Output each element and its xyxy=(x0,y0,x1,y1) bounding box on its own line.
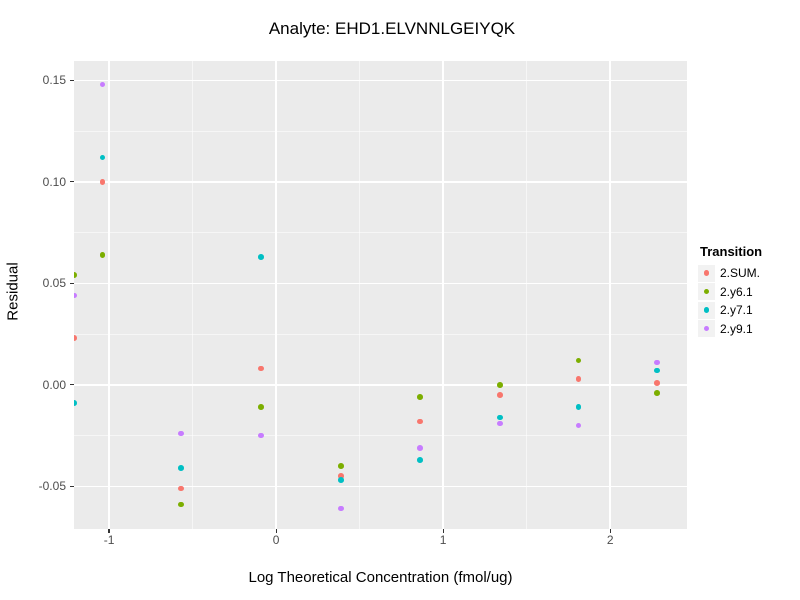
data-point xyxy=(654,380,660,386)
data-point xyxy=(74,335,77,341)
legend-items: 2.SUM. 2.y6.1 2.y7.1 2.y9.1 xyxy=(698,264,762,338)
data-point xyxy=(497,382,503,388)
data-point xyxy=(416,418,423,425)
legend-item: 2.y9.1 xyxy=(698,320,762,338)
gridline-major-horizontal xyxy=(74,79,687,82)
legend: Transition 2.SUM. 2.y6.1 2.y7.1 2.y9.1 xyxy=(698,244,762,338)
x-tick-label: 0 xyxy=(272,533,280,547)
data-point xyxy=(416,394,423,400)
legend-key-dot xyxy=(703,307,710,313)
data-point xyxy=(338,473,345,479)
x-tick-mark xyxy=(275,529,277,533)
gridline-minor-horizontal xyxy=(74,333,687,335)
legend-key xyxy=(698,283,715,300)
gridline-minor-vertical xyxy=(359,61,361,529)
gridline-major-horizontal xyxy=(74,282,687,285)
data-point xyxy=(178,501,184,508)
gridline-minor-vertical xyxy=(192,61,194,529)
y-tick-mark xyxy=(70,485,74,487)
data-point xyxy=(74,400,77,406)
legend-key xyxy=(698,264,715,282)
data-point xyxy=(575,375,582,382)
gridline-minor-horizontal xyxy=(74,435,687,437)
data-point xyxy=(416,444,423,451)
x-tick-label: 2 xyxy=(606,533,614,547)
plot-panel xyxy=(74,61,687,529)
data-point xyxy=(497,420,503,427)
data-point xyxy=(338,505,345,512)
y-tick-label: 0.00 xyxy=(42,377,66,392)
y-tick-mark xyxy=(70,384,74,386)
y-tick-label: 0.05 xyxy=(42,276,66,291)
data-point xyxy=(338,463,345,469)
gridline-major-horizontal xyxy=(74,384,687,386)
legend-key-dot xyxy=(703,325,710,332)
x-tick-mark xyxy=(442,529,444,533)
gridline-major-vertical xyxy=(442,61,444,529)
data-point xyxy=(178,485,184,492)
data-point xyxy=(654,367,660,374)
data-point xyxy=(99,154,106,161)
legend-item: 2.y6.1 xyxy=(698,283,762,301)
data-point xyxy=(258,365,264,372)
data-point xyxy=(99,252,106,258)
y-tick-label: 0.15 xyxy=(42,73,66,88)
x-tick-label: -1 xyxy=(103,533,115,547)
data-point xyxy=(74,272,77,278)
legend-item-label: 2.y7.1 xyxy=(720,303,753,317)
gridline-major-vertical xyxy=(609,61,611,529)
gridline-major-horizontal xyxy=(74,181,687,183)
y-tick-label: 0.10 xyxy=(42,174,66,189)
x-axis-title: Log Theoretical Concentration (fmol/ug) xyxy=(248,569,513,586)
data-point xyxy=(416,457,423,463)
legend-item: 2.y7.1 xyxy=(698,301,762,319)
legend-key xyxy=(698,320,715,337)
legend-item-label: 2.y9.1 xyxy=(720,321,753,336)
chart-title: Analyte: EHD1.ELVNNLGEIYQK xyxy=(268,19,516,38)
legend-item: 2.SUM. xyxy=(698,264,762,282)
legend-title: Transition xyxy=(700,244,763,259)
data-point xyxy=(258,432,264,439)
gridline-minor-horizontal xyxy=(74,232,687,233)
legend-item-label: 2.y6.1 xyxy=(720,284,753,299)
data-point xyxy=(575,404,582,410)
gridline-major-horizontal xyxy=(74,485,687,488)
gridline-major-vertical xyxy=(108,61,110,529)
data-point xyxy=(654,390,660,396)
data-point xyxy=(99,81,106,88)
data-point xyxy=(654,359,660,366)
data-point xyxy=(258,254,264,260)
x-tick-mark xyxy=(108,529,110,533)
y-tick-mark xyxy=(70,181,74,183)
data-point xyxy=(178,465,184,471)
gridline-minor-vertical xyxy=(526,61,528,529)
data-point xyxy=(575,422,582,429)
x-tick-mark xyxy=(609,529,611,533)
legend-key-dot xyxy=(703,270,710,276)
y-tick-mark xyxy=(70,282,74,284)
y-tick-mark xyxy=(70,79,74,81)
data-point xyxy=(497,414,503,421)
gridline-minor-horizontal xyxy=(74,130,687,132)
data-point xyxy=(178,430,184,437)
legend-key xyxy=(698,301,715,319)
legend-key-dot xyxy=(703,288,710,295)
y-axis-title: Residual xyxy=(4,262,22,321)
x-tick-label: 1 xyxy=(439,533,447,547)
data-point xyxy=(258,404,264,410)
data-point xyxy=(497,392,503,398)
gridline-major-vertical xyxy=(275,61,277,529)
data-point xyxy=(74,292,77,299)
data-point xyxy=(99,179,106,185)
data-point xyxy=(575,357,582,364)
data-point xyxy=(338,477,345,484)
legend-item-label: 2.SUM. xyxy=(720,266,761,280)
y-tick-label: -0.05 xyxy=(38,479,66,494)
